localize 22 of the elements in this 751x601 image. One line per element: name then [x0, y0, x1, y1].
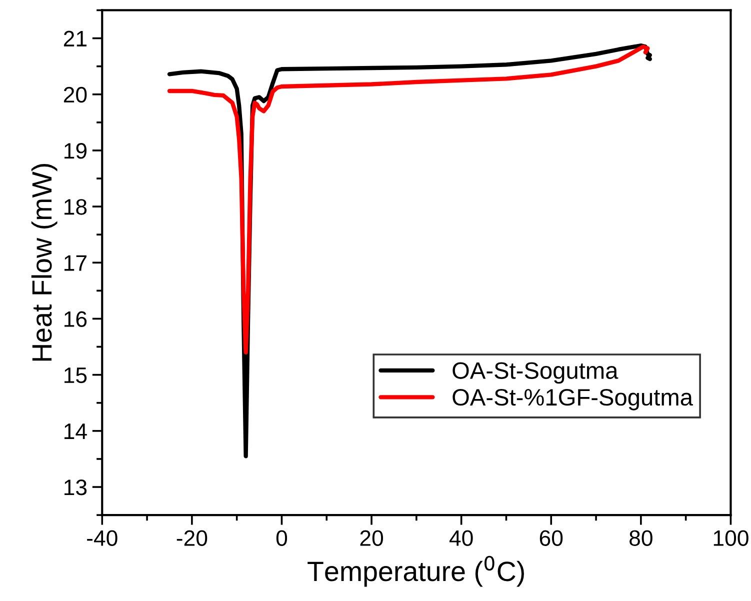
x-tick-label: 40: [449, 530, 473, 546]
x-tick-label: 100: [714, 530, 748, 546]
line-series: [167, 44, 650, 354]
legend-label: OA-St-Sogutma: [452, 362, 618, 384]
y-tick-label: 14: [64, 424, 87, 439]
x-axis-title: Temperature ($^{0}$C): [308, 556, 524, 587]
x-tick-label: 20: [360, 530, 384, 546]
y-tick-label: 19: [64, 142, 86, 159]
x-tick-label: 0: [276, 530, 288, 546]
y-tick-label: 18: [64, 199, 87, 215]
y-tick-label: 15: [64, 368, 87, 384]
legend-label: OA-St-%1GF-Sogutma: [452, 388, 693, 410]
x-tick-label: -40: [87, 530, 118, 546]
y-tick-label: 13: [64, 480, 87, 496]
y-tick-label: 20: [64, 86, 87, 103]
x-tick-label: 60: [540, 530, 563, 546]
y-tick-label: 21: [64, 30, 86, 46]
y-axis-title: Heat Flow (mW): [31, 164, 58, 361]
y-tick-label: 17: [64, 255, 86, 271]
x-tick-label: -20: [176, 530, 208, 546]
x-tick-label: 80: [630, 530, 652, 546]
y-tick-label: 16: [64, 311, 87, 327]
